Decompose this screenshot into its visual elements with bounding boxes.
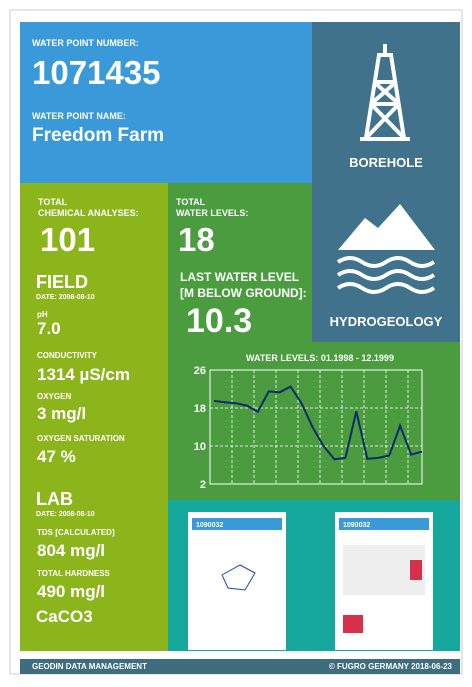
section-title: LAB (36, 489, 73, 509)
y-tick-label: 26 (194, 365, 206, 377)
value: 47 % (37, 447, 76, 466)
report-thumbnail (188, 512, 286, 650)
value: CaCO3 (36, 607, 93, 626)
chart-panel (168, 342, 460, 500)
tile-label: BOREHOLE (349, 155, 423, 170)
label: OXYGEN (37, 392, 71, 401)
report-thumbnail (335, 512, 433, 650)
label: TOTAL (176, 197, 206, 207)
tiles-panel (312, 22, 460, 342)
y-tick-label: 2 (200, 479, 206, 491)
value: 101 (40, 221, 95, 258)
water-point-name: Freedom Farm (32, 125, 164, 146)
value: 18 (178, 221, 215, 258)
label: TOTAL (38, 197, 68, 207)
value: 1314 µS/cm (37, 365, 130, 384)
label: OXYGEN SATURATION (37, 434, 125, 443)
water-point-number: 1071435 (32, 54, 160, 91)
tile-label: HYDROGEOLOGY (330, 314, 443, 329)
chart-title: WATER LEVELS: 01.1998 - 12.1999 (246, 353, 394, 363)
y-tick-label: 18 (194, 403, 206, 415)
thumbnail-id: 1090032 (196, 522, 223, 529)
label: WATER POINT NAME: (32, 111, 126, 121)
dashboard: WATER POINT NUMBER: 1071435 WATER POINT … (0, 0, 472, 682)
value: 490 mg/l (37, 582, 105, 601)
label: WATER LEVELS: (176, 208, 248, 218)
label: CHEMICAL ANALYSES: (38, 208, 139, 218)
label: WATER POINT NUMBER: (32, 38, 139, 48)
label: CONDUCTIVITY (37, 351, 98, 360)
label: [M BELOW GROUND]: (180, 286, 307, 300)
date: DATE: 2008-08-10 (36, 511, 95, 518)
label: LAST WATER LEVEL (180, 270, 299, 284)
y-tick-label: 10 (194, 441, 206, 453)
footer-text: GEODIN DATA MANAGEMENT (32, 662, 147, 671)
label: pH (37, 310, 48, 319)
label: TDS [CALCULATED] (37, 528, 115, 537)
footer-text: © FUGRO GERMANY 2018-06-23 (329, 662, 453, 671)
value: 10.3 (186, 302, 252, 340)
label: TOTAL HARDNESS (37, 569, 111, 578)
value: 3 mg/l (37, 404, 86, 423)
value: 804 mg/l (37, 541, 105, 560)
section-title: FIELD (36, 272, 88, 292)
date: DATE: 2008-08-10 (36, 294, 95, 301)
value: 7.0 (37, 319, 61, 338)
thumbnail-id: 1090032 (343, 522, 370, 529)
